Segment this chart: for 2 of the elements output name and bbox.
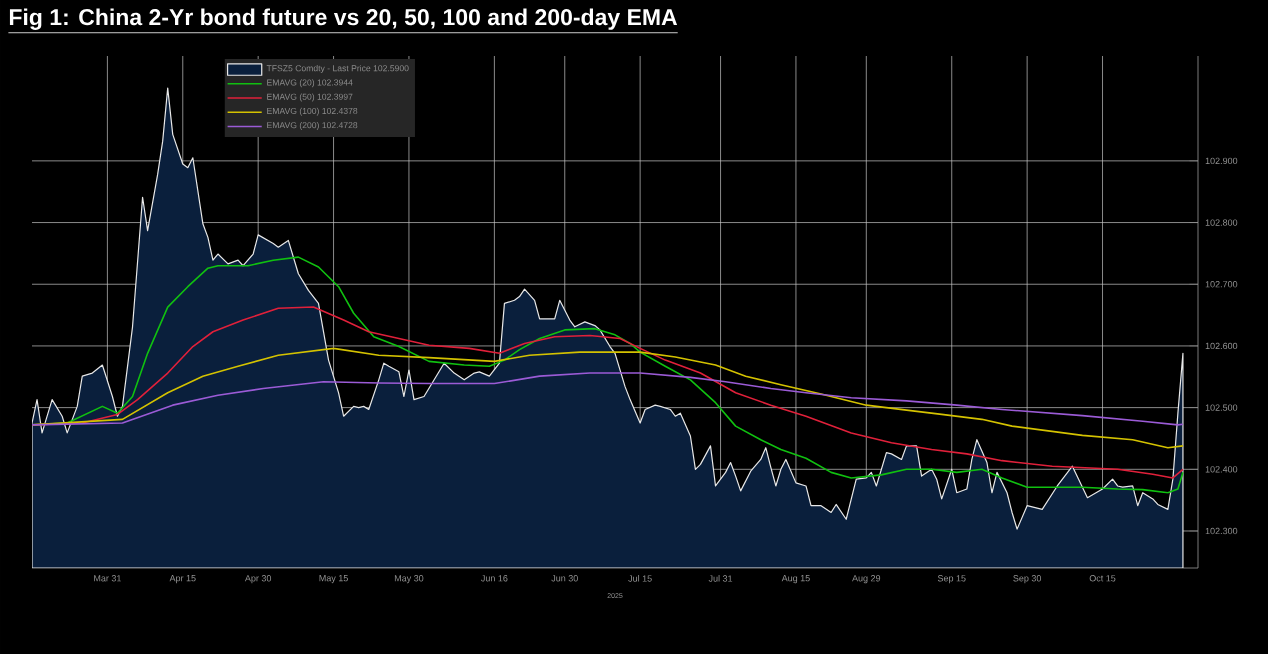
line-series	[32, 372, 1184, 426]
chart-title: Fig 1: China 2-Yr bond future vs 20, 50, 100 and 200-day EMA	[9, 8, 678, 30]
